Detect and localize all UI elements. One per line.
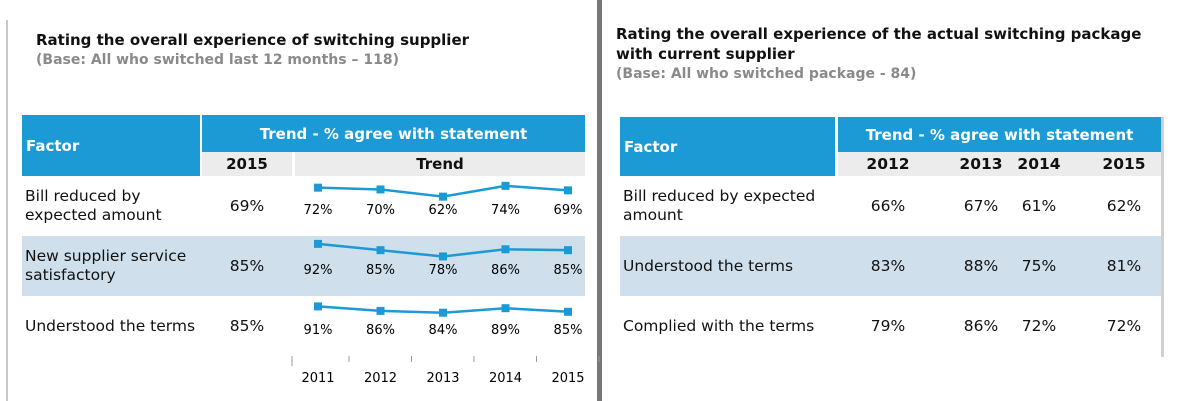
factor-header: Factor [22,115,200,176]
year-header: 2015 [1102,155,1146,173]
current-value: 85% [229,317,265,335]
cell-value: 88% [963,257,999,275]
year-label: 2012 [364,371,397,386]
year-header-bg [838,152,1161,176]
factor: Understood the terms [623,256,794,275]
current-value: 69% [229,197,265,215]
left-title: Rating the overall experience of switchi… [36,31,470,49]
left-base: (Base: All who switched last 12 months –… [36,52,399,68]
factor: Bill reduced by expected amount [623,187,816,224]
current-col-header: 2015 [202,152,292,176]
factor: Bill reduced by expected amount [25,187,162,224]
cell-value: 61% [1021,197,1057,215]
factor-header: Factor [620,117,835,176]
year-label: 2013 [426,371,459,386]
current-value: 85% [229,257,265,275]
cell-value: 81% [1106,257,1142,275]
cell-value: 86% [963,317,999,335]
row-bg [620,236,1161,296]
cell-value: 66% [870,197,906,215]
year-label: 2014 [489,371,522,386]
right-title: Rating the overall experience of the act… [616,25,1142,63]
year-label: 2011 [301,371,334,386]
cell-value: 62% [1106,197,1142,215]
cell-value: 72% [1021,317,1057,335]
year-header: 2014 [1017,155,1061,173]
row-bg [620,176,1161,236]
factor: New supplier service satisfactory [25,247,187,284]
cell-value: 79% [870,317,906,335]
row-bg [620,296,1161,356]
right-border [1161,117,1164,357]
cell-value: 83% [870,257,906,275]
trend-header: Trend - % agree with statement [202,115,585,152]
right-base: (Base: All who switched package - 84) [616,66,917,82]
year-label: 2015 [551,371,584,386]
trend-header: Trend - % agree with statement [838,117,1161,152]
factor: Complied with the terms [623,316,815,335]
trend-col-header: Trend [295,152,585,176]
cell-value: 75% [1021,257,1057,275]
cell-value: 72% [1106,317,1142,335]
factor: Understood the terms [25,316,196,335]
cell-value: 67% [963,197,999,215]
divider [597,0,602,401]
year-header: 2012 [866,155,910,173]
left-border [6,20,8,401]
year-header: 2013 [959,155,1003,173]
